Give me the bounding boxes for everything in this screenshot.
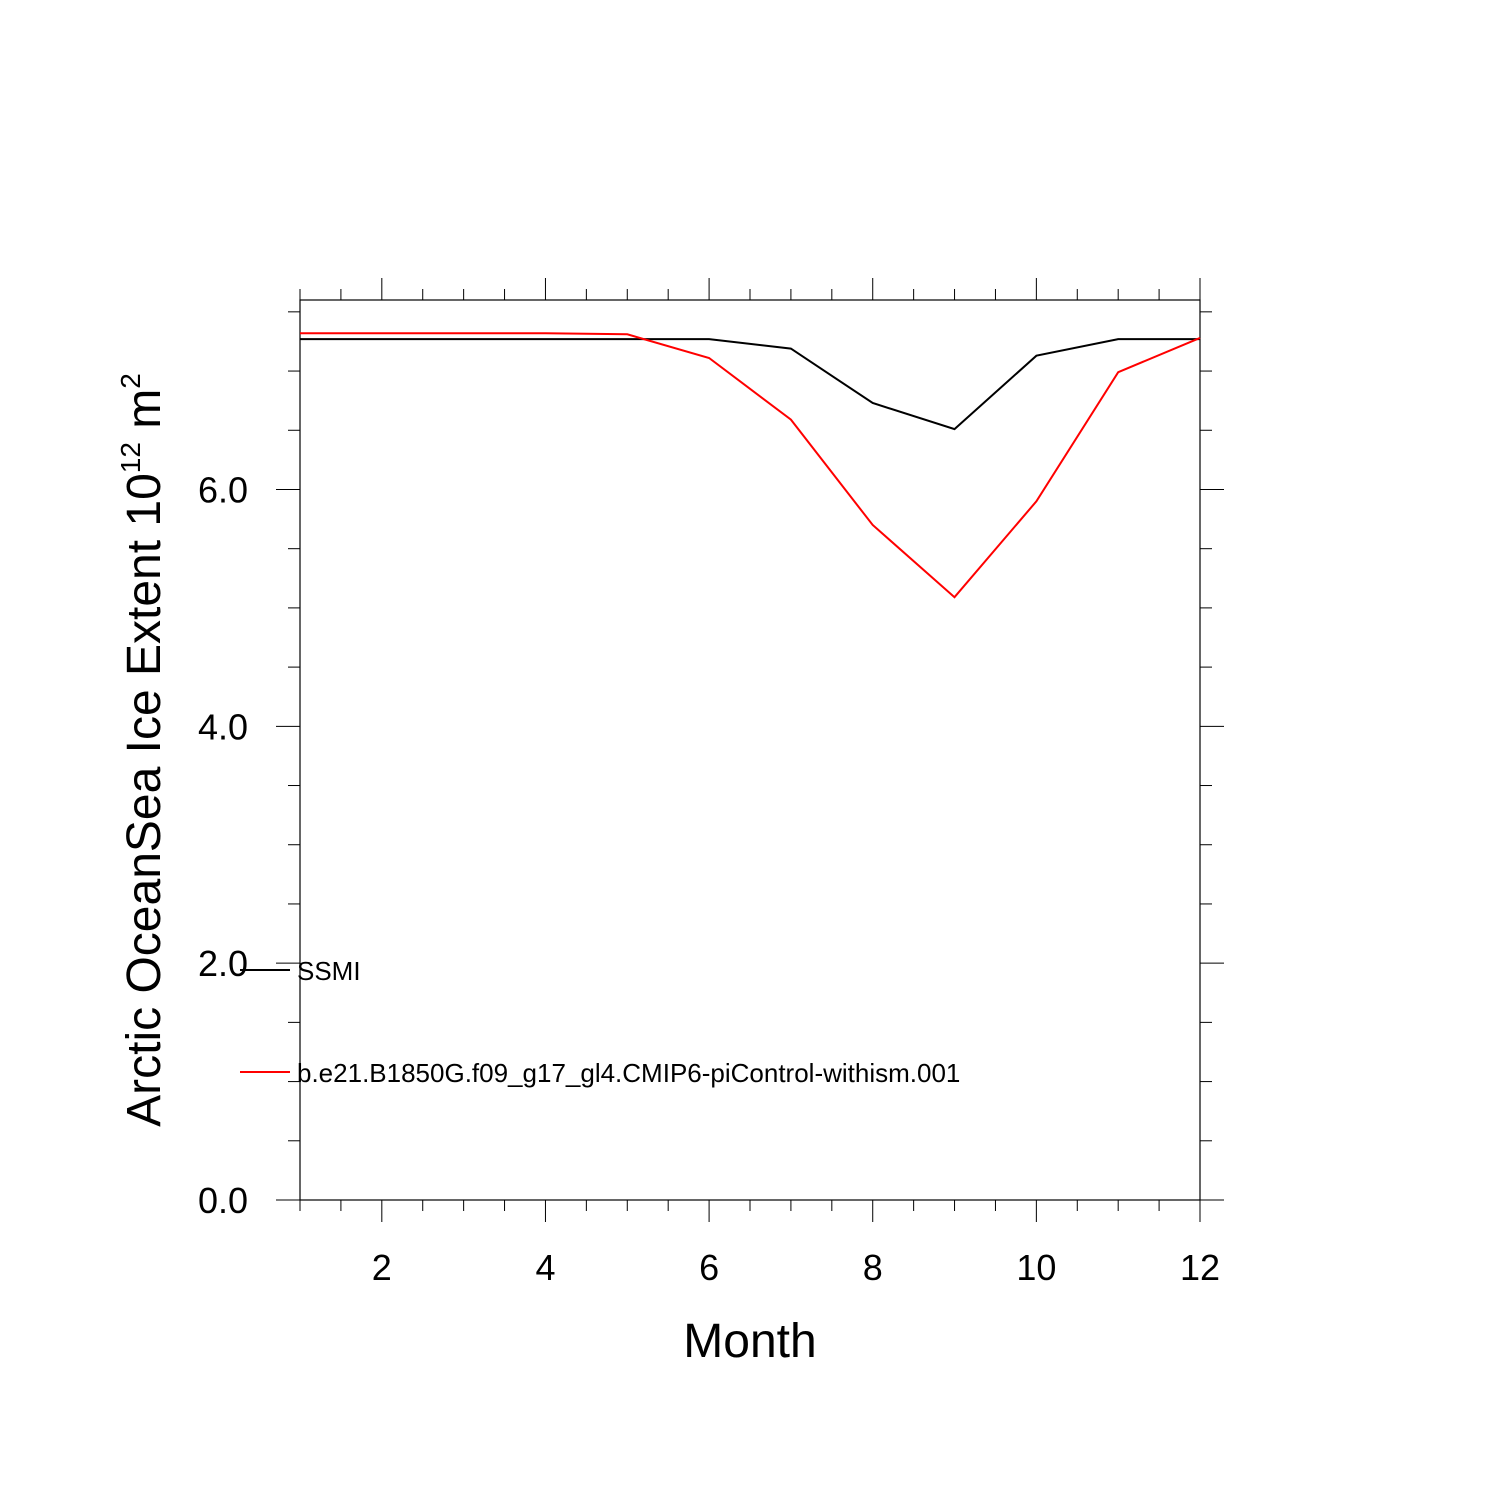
legend-label-2: b.e21.B1850G.f09_g17_gl4.CMIP6-piControl…	[297, 1058, 960, 1088]
y-axis-title: Arctic OceanSea Ice Extent 1012 m2	[115, 373, 171, 1127]
legend: SSMI b.e21.B1850G.f09_g17_gl4.CMIP6-piCon…	[240, 956, 960, 1088]
y-tick-label: 4.0	[198, 706, 248, 747]
x-tick-label: 10	[1016, 1247, 1056, 1288]
series-line-2	[300, 332, 1201, 599]
series-line-1	[300, 338, 1200, 431]
x-tick-label: 2	[372, 1247, 392, 1288]
axis-ticks	[276, 278, 1224, 1222]
x-tick-label: 6	[699, 1247, 719, 1288]
series-layer	[300, 332, 1201, 599]
y-axis-title-sup2: 2	[115, 373, 146, 389]
y-tick-label: 0.0	[198, 1180, 248, 1221]
x-tick-label: 4	[535, 1247, 555, 1288]
x-axis-title: Month	[683, 1315, 816, 1368]
y-axis-title-text: Arctic OceanSea Ice Extent 10	[118, 473, 171, 1127]
y-tick-label: 2.0	[198, 943, 248, 984]
y-tick-label: 6.0	[198, 469, 248, 510]
legend-label-1: SSMI	[297, 956, 361, 986]
x-tick-label: 8	[863, 1247, 883, 1288]
tick-labels: 2 4 6 8 10 12 0.0 2.0 4.0 6.0	[198, 469, 1220, 1288]
y-axis-title-sup1: 12	[115, 442, 146, 473]
x-tick-label: 12	[1180, 1247, 1220, 1288]
y-axis-title-unit: m	[118, 389, 171, 442]
